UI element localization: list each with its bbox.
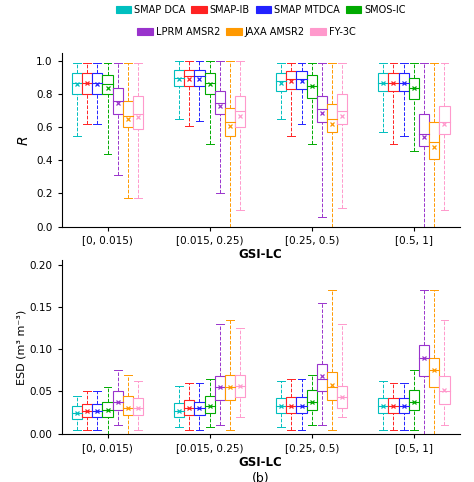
Bar: [113, 88, 123, 114]
Bar: [133, 398, 143, 415]
Bar: [307, 390, 317, 410]
Bar: [439, 376, 449, 404]
Bar: [92, 73, 102, 94]
Bar: [399, 73, 409, 91]
Bar: [123, 101, 133, 127]
Bar: [113, 391, 123, 410]
Bar: [184, 69, 194, 86]
Bar: [399, 398, 409, 413]
Bar: [388, 398, 399, 413]
Bar: [317, 364, 327, 391]
Bar: [82, 404, 92, 417]
Bar: [286, 71, 296, 89]
X-axis label: GSI-LC: GSI-LC: [239, 248, 283, 261]
Bar: [215, 91, 225, 114]
Bar: [133, 96, 143, 129]
Bar: [225, 375, 235, 400]
Text: (a): (a): [252, 265, 269, 278]
Bar: [307, 75, 317, 98]
Legend: SMAP DCA, SMAP-IB, SMAP MTDCA, SMOS-IC: SMAP DCA, SMAP-IB, SMAP MTDCA, SMOS-IC: [116, 5, 406, 15]
Bar: [327, 104, 337, 133]
Bar: [317, 96, 327, 122]
Bar: [205, 396, 215, 413]
Bar: [296, 71, 307, 89]
Bar: [276, 398, 286, 413]
Bar: [205, 73, 215, 94]
Bar: [92, 404, 102, 417]
Bar: [337, 94, 347, 124]
Bar: [327, 372, 337, 400]
Bar: [378, 73, 388, 91]
Bar: [102, 402, 113, 417]
Bar: [184, 400, 194, 415]
Bar: [215, 376, 225, 400]
Bar: [286, 397, 296, 413]
Y-axis label: R: R: [17, 135, 30, 145]
Bar: [388, 73, 399, 91]
Bar: [174, 69, 184, 86]
Bar: [409, 78, 419, 99]
Bar: [276, 73, 286, 91]
Bar: [419, 345, 429, 376]
Bar: [235, 96, 246, 127]
Bar: [439, 106, 449, 134]
Legend: LPRM AMSR2, JAXA AMSR2, FY-3C: LPRM AMSR2, JAXA AMSR2, FY-3C: [137, 27, 356, 37]
Bar: [72, 406, 82, 418]
Y-axis label: ESD (m³ m⁻³): ESD (m³ m⁻³): [17, 309, 27, 385]
X-axis label: GSI-LC: GSI-LC: [239, 455, 283, 469]
Bar: [296, 397, 307, 413]
Bar: [123, 396, 133, 415]
Bar: [102, 75, 113, 94]
Bar: [429, 358, 439, 387]
Text: (b): (b): [252, 472, 270, 482]
Bar: [72, 73, 82, 94]
Bar: [194, 69, 205, 86]
Bar: [409, 390, 419, 410]
Bar: [235, 375, 246, 397]
Bar: [429, 122, 439, 159]
Bar: [225, 107, 235, 135]
Bar: [419, 114, 429, 146]
Bar: [194, 402, 205, 415]
Bar: [82, 73, 92, 94]
Bar: [337, 386, 347, 408]
Bar: [174, 403, 184, 417]
Bar: [378, 398, 388, 413]
